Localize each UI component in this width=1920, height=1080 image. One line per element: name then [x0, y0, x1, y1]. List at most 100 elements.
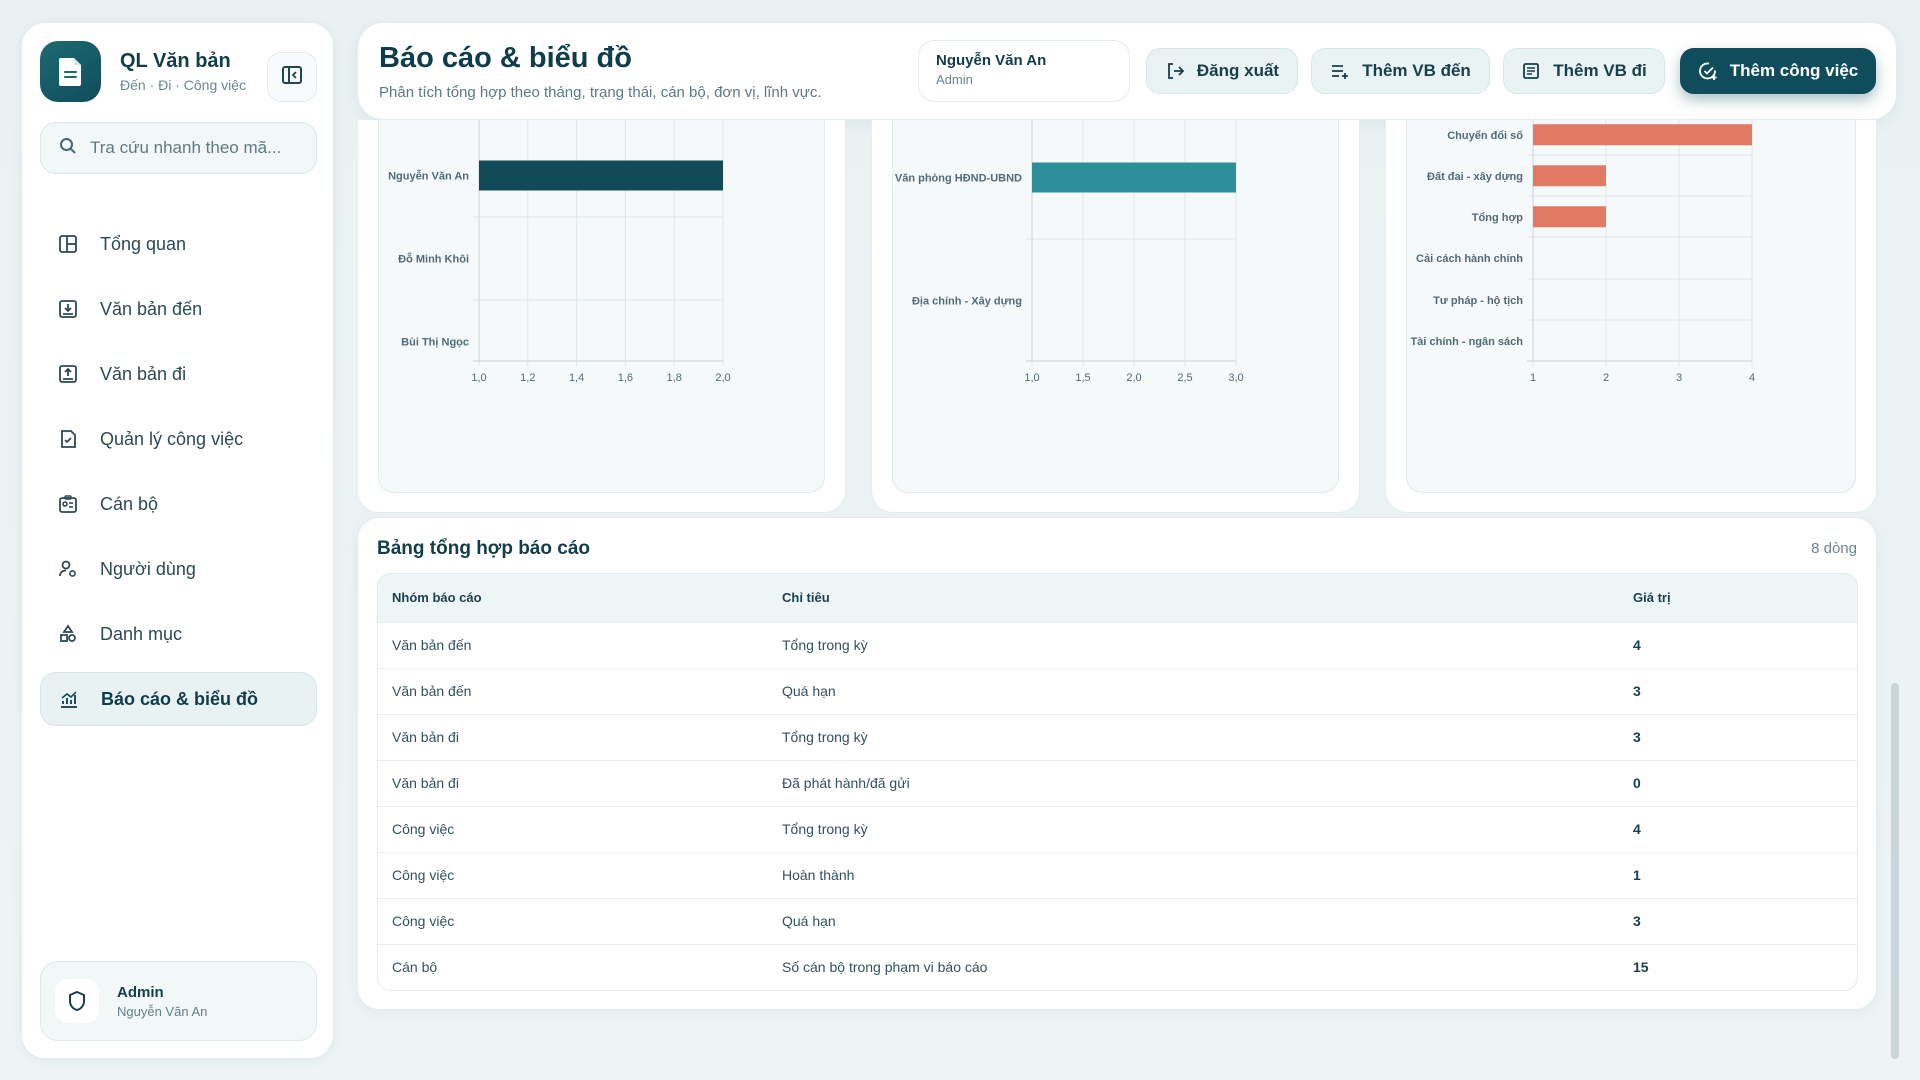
- cell-value: 15: [1633, 943, 1857, 990]
- sidebar: QL Văn bản Đến · Đi · Công việc Tổng qua…: [21, 22, 334, 1059]
- unit-chart-card: 1,0 1,5 2,0 2,5 3,0 Văn phòng HĐND-UBND Địa ch…: [871, 120, 1360, 513]
- search-icon: [59, 137, 77, 160]
- user-settings-icon: [56, 557, 80, 581]
- sidebar-item-label: Người dùng: [100, 558, 196, 579]
- cell-group: Công việc: [378, 851, 782, 898]
- logout-icon: [1165, 61, 1185, 81]
- summary-row-count: 8 dòng: [1811, 540, 1857, 557]
- page-header: Báo cáo & biểu đồ Phân tích tổng hợp the…: [357, 22, 1897, 120]
- search-box: [40, 122, 317, 174]
- logout-button[interactable]: Đăng xuất: [1146, 48, 1298, 94]
- list-add-icon: [1330, 61, 1350, 81]
- cell-value: 3: [1633, 897, 1857, 944]
- chart-bar[interactable]: [1533, 165, 1606, 187]
- category-label: Tổng hợp: [1472, 212, 1523, 224]
- chart-bar[interactable]: [1533, 124, 1752, 146]
- category-label: Đất đai - xây dựng: [1427, 171, 1523, 183]
- search-input[interactable]: [90, 138, 295, 158]
- sidebar-item-label: Tổng quan: [100, 233, 187, 254]
- cell-group: Văn bản đi: [378, 713, 782, 760]
- collapse-sidebar-button[interactable]: [267, 52, 317, 102]
- column-header-group[interactable]: Nhóm báo cáo: [392, 590, 482, 606]
- sidebar-item-label: Quản lý công việc: [100, 428, 244, 449]
- cell-metric: Quá hạn: [782, 667, 1633, 714]
- tick-label: 1,0: [1024, 372, 1039, 384]
- sidebar-item-label: Văn bản đến: [100, 298, 203, 319]
- inbox-download-icon: [56, 297, 80, 321]
- add-outgoing-label: Thêm VB đi: [1553, 61, 1647, 80]
- sidebar-item-staff[interactable]: Cán bộ: [40, 477, 317, 531]
- cell-value: 4: [1633, 805, 1857, 852]
- column-header-value[interactable]: Giá trị: [1633, 590, 1671, 606]
- cell-value: 3: [1633, 713, 1857, 760]
- tick-label: 2,0: [1126, 372, 1141, 384]
- account-card[interactable]: Admin Nguyễn Văn An: [40, 961, 317, 1041]
- cell-metric: Tổng trong kỳ: [782, 805, 1633, 852]
- add-incoming-label: Thêm VB đến: [1362, 61, 1471, 80]
- category-label: Văn phòng HĐND-UBND: [895, 173, 1022, 185]
- field-chart: 1 2 3 4 Chuyển đổi số Đất đai - xây dựng Tổng …: [1411, 120, 1755, 384]
- page-title: Báo cáo & biểu đồ: [379, 42, 632, 74]
- current-user: Nguyễn Văn An Admin: [918, 40, 1130, 102]
- sidebar-item-reports[interactable]: Báo cáo & biểu đồ: [40, 672, 317, 726]
- sidebar-item-label: Cán bộ: [100, 493, 159, 514]
- tick-label: 1,8: [667, 372, 682, 384]
- page-scrollbar-thumb[interactable]: [1891, 683, 1899, 1059]
- summary-table-card: Bảng tổng hợp báo cáo 8 dòng Nhóm báo cá…: [357, 517, 1877, 1010]
- account-full-name: Nguyễn Văn An: [117, 1003, 208, 1019]
- cell-metric: Tổng trong kỳ: [782, 713, 1633, 760]
- staff-id-icon: [56, 492, 80, 516]
- sidebar-item-outgoing[interactable]: Văn bản đi: [40, 347, 317, 401]
- category-label: Bùi Thị Ngọc: [401, 337, 469, 349]
- document-edit-icon: [1521, 61, 1541, 81]
- tick-label: 1,6: [618, 372, 633, 384]
- add-incoming-button[interactable]: Thêm VB đến: [1311, 48, 1490, 94]
- chart-bar[interactable]: [1032, 162, 1236, 193]
- account-name: Admin: [117, 983, 164, 1001]
- tick-label: 2,0: [715, 372, 730, 384]
- tick-label: 4: [1749, 372, 1755, 384]
- cell-value: 0: [1633, 759, 1857, 806]
- cell-value: 1: [1633, 851, 1857, 898]
- cell-value: 4: [1633, 621, 1857, 668]
- cell-value: 3: [1633, 667, 1857, 714]
- tick-label: 3,0: [1228, 372, 1243, 384]
- category-label: Chuyển đổi số: [1447, 130, 1523, 142]
- sidebar-item-users[interactable]: Người dùng: [40, 542, 317, 596]
- cell-group: Công việc: [378, 897, 782, 944]
- tick-label: 3: [1676, 372, 1682, 384]
- sidebar-toggle-icon: [281, 64, 303, 91]
- cell-metric: Quá hạn: [782, 897, 1633, 944]
- cell-metric: Hoàn thành: [782, 851, 1633, 898]
- cell-group: Văn bản đến: [378, 667, 782, 714]
- summary-table-title: Bảng tổng hợp báo cáo: [377, 538, 590, 559]
- add-task-button[interactable]: Thêm công việc: [1680, 48, 1876, 94]
- page-subtitle: Phân tích tổng hợp theo tháng, trạng thá…: [379, 84, 822, 101]
- outbox-upload-icon: [56, 362, 80, 386]
- sidebar-nav: Tổng quan Văn bản đến Văn bản đi Quản lý…: [40, 217, 317, 737]
- logout-label: Đăng xuất: [1196, 61, 1280, 80]
- category-label: Nguyễn Văn An: [388, 170, 469, 183]
- sidebar-item-incoming[interactable]: Văn bản đến: [40, 282, 317, 336]
- category-shapes-icon: [56, 622, 80, 646]
- current-user-role: Admin: [936, 72, 973, 87]
- chart-bar[interactable]: [1533, 206, 1606, 228]
- staff-chart-panel: 1,0 1,2 1,4 1,6 1,8 2,0 Nguyễn Văn An Đỗ Minh K…: [378, 120, 825, 493]
- table-header-row: Nhóm báo cáo Chỉ tiêu Giá trị: [378, 574, 1857, 622]
- add-outgoing-button[interactable]: Thêm VB đi: [1503, 48, 1665, 94]
- table-row: Văn bản đi Đã phát hành/đã gửi 0: [378, 759, 1857, 806]
- field-chart-panel: 1 2 3 4 Chuyển đổi số Đất đai - xây dựng Tổng …: [1406, 120, 1856, 493]
- unit-chart: 1,0 1,5 2,0 2,5 3,0 Văn phòng HĐND-UBND Địa ch…: [895, 120, 1244, 384]
- sidebar-item-overview[interactable]: Tổng quan: [40, 217, 317, 271]
- unit-chart-panel: 1,0 1,5 2,0 2,5 3,0 Văn phòng HĐND-UBND Địa ch…: [892, 120, 1339, 493]
- chart-icon: [57, 687, 81, 711]
- field-chart-card: 1 2 3 4 Chuyển đổi số Đất đai - xây dựng Tổng …: [1385, 120, 1877, 513]
- sidebar-item-tasks[interactable]: Quản lý công việc: [40, 412, 317, 466]
- cell-group: Cán bộ: [378, 943, 782, 990]
- column-header-metric[interactable]: Chỉ tiêu: [782, 590, 830, 606]
- table-row: Văn bản đến Tổng trong kỳ 4: [378, 621, 1857, 668]
- shield-icon: [55, 979, 99, 1023]
- cell-group: Văn bản đến: [378, 621, 782, 668]
- sidebar-item-categories[interactable]: Danh mục: [40, 607, 317, 661]
- chart-bar[interactable]: [479, 160, 723, 191]
